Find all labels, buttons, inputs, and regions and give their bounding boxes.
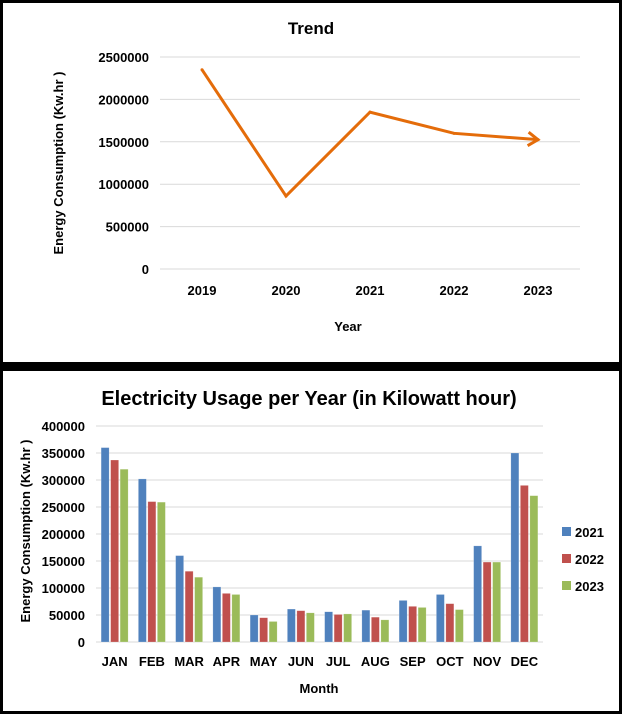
y-tick-label: 2500000 bbox=[98, 50, 149, 65]
y-tick-label: 100000 bbox=[42, 581, 85, 596]
legend-label-2022: 2022 bbox=[575, 552, 604, 567]
x-tick-label: JAN bbox=[102, 654, 128, 669]
bar-2023-AUG bbox=[380, 619, 390, 643]
bar-2021-JAN bbox=[100, 447, 110, 643]
y-tick-label: 50000 bbox=[49, 608, 85, 623]
bar-2021-DEC bbox=[510, 452, 520, 643]
x-tick-label: DEC bbox=[511, 654, 539, 669]
bar-2021-NOV bbox=[473, 545, 482, 643]
x-tick-label: OCT bbox=[436, 654, 464, 669]
bar-2023-JAN bbox=[119, 468, 129, 643]
data-point-2019 bbox=[200, 68, 204, 72]
x-tick-label: AUG bbox=[361, 654, 390, 669]
trend-y-axis-title: Energy Consumption (Kw.hr ) bbox=[51, 72, 66, 255]
y-tick-label: 150000 bbox=[42, 554, 85, 569]
legend-swatch-2021 bbox=[562, 527, 571, 536]
arrow-head-icon bbox=[526, 131, 541, 147]
x-tick-label: APR bbox=[213, 654, 241, 669]
x-tick-label: SEP bbox=[400, 654, 426, 669]
y-tick-label: 300000 bbox=[42, 473, 85, 488]
monthly-usage-chart-panel: Electricity Usage per Year (in Kilowatt … bbox=[0, 368, 622, 714]
bar-2021-APR bbox=[212, 586, 222, 643]
bar-2023-DEC bbox=[529, 495, 539, 643]
bar-2021-MAR bbox=[175, 555, 184, 643]
data-point-2021 bbox=[368, 110, 372, 114]
x-tick-label: MAY bbox=[250, 654, 278, 669]
trend-line bbox=[200, 68, 539, 199]
monthly-chart-title: Electricity Usage per Year (in Kilowatt … bbox=[101, 388, 516, 410]
x-tick-label: JUN bbox=[288, 654, 314, 669]
x-tick-label: 2022 bbox=[440, 283, 469, 298]
bar-2021-MAY bbox=[249, 614, 259, 643]
x-tick-label: NOV bbox=[473, 654, 502, 669]
bar-2023-APR bbox=[231, 594, 241, 643]
monthly-x-axis-title: Month bbox=[300, 681, 339, 696]
legend-swatch-2023 bbox=[562, 581, 571, 590]
y-tick-label: 1000000 bbox=[98, 177, 149, 192]
bar-2023-MAR bbox=[194, 576, 203, 643]
bar-2021-JUN bbox=[287, 608, 296, 643]
x-tick-label: 2023 bbox=[524, 283, 553, 298]
bar-2022-SEP bbox=[408, 606, 417, 643]
trend-line-chart: Trend Energy Consumption (Kw.hr ) Year 0… bbox=[51, 19, 580, 334]
x-tick-label: 2021 bbox=[356, 283, 385, 298]
bar-2022-JUL bbox=[333, 614, 343, 643]
bar-2023-SEP bbox=[417, 607, 427, 643]
bar-2022-MAY bbox=[259, 617, 268, 643]
bar-2022-NOV bbox=[482, 561, 492, 643]
y-tick-label: 0 bbox=[142, 262, 149, 277]
y-tick-label: 350000 bbox=[42, 446, 85, 461]
y-tick-label: 0 bbox=[78, 635, 85, 650]
monthly-y-axis-title: Energy Consumption (Kw.hr ) bbox=[18, 440, 33, 623]
bar-2023-JUN bbox=[306, 612, 315, 643]
y-tick-label: 500000 bbox=[106, 220, 149, 235]
bar-2021-JUL bbox=[324, 611, 333, 643]
bar-2023-OCT bbox=[455, 609, 464, 643]
bar-2022-DEC bbox=[520, 485, 529, 643]
bar-2021-AUG bbox=[361, 609, 371, 643]
x-tick-label: JUL bbox=[326, 654, 351, 669]
legend-label-2021: 2021 bbox=[575, 525, 604, 540]
bar-2023-FEB bbox=[157, 501, 166, 643]
monthly-usage-bar-chart: Electricity Usage per Year (in Kilowatt … bbox=[18, 388, 604, 696]
bar-2021-FEB bbox=[138, 478, 147, 643]
x-tick-label: 2020 bbox=[272, 283, 301, 298]
bar-2022-OCT bbox=[445, 603, 455, 643]
bar-2023-JUL bbox=[343, 613, 352, 643]
y-tick-label: 200000 bbox=[42, 527, 85, 542]
bar-2022-APR bbox=[222, 593, 231, 643]
trend-chart-title: Trend bbox=[288, 19, 334, 38]
x-tick-label: MAR bbox=[174, 654, 204, 669]
y-tick-label: 1500000 bbox=[98, 135, 149, 150]
bar-2023-MAY bbox=[268, 621, 278, 643]
bar-2022-JUN bbox=[296, 610, 306, 643]
y-tick-label: 250000 bbox=[42, 500, 85, 515]
data-point-2022 bbox=[452, 131, 456, 135]
legend-label-2023: 2023 bbox=[575, 579, 604, 594]
y-tick-label: 2000000 bbox=[98, 92, 149, 107]
bar-2022-JAN bbox=[110, 459, 119, 643]
x-tick-label: FEB bbox=[139, 654, 165, 669]
bar-2021-SEP bbox=[398, 600, 408, 643]
bar-2023-NOV bbox=[492, 561, 501, 643]
trend-x-axis-title: Year bbox=[334, 319, 361, 334]
bar-2022-AUG bbox=[371, 616, 380, 643]
data-point-2020 bbox=[284, 194, 288, 198]
x-tick-label: 2019 bbox=[188, 283, 217, 298]
bar-2021-OCT bbox=[436, 594, 445, 643]
bar-2022-MAR bbox=[184, 571, 194, 643]
y-tick-label: 400000 bbox=[42, 419, 85, 434]
legend-swatch-2022 bbox=[562, 554, 571, 563]
bar-2022-FEB bbox=[147, 501, 157, 643]
legend: 2021 2022 2023 bbox=[562, 525, 604, 594]
trend-chart-panel: Trend Energy Consumption (Kw.hr ) Year 0… bbox=[0, 0, 622, 365]
